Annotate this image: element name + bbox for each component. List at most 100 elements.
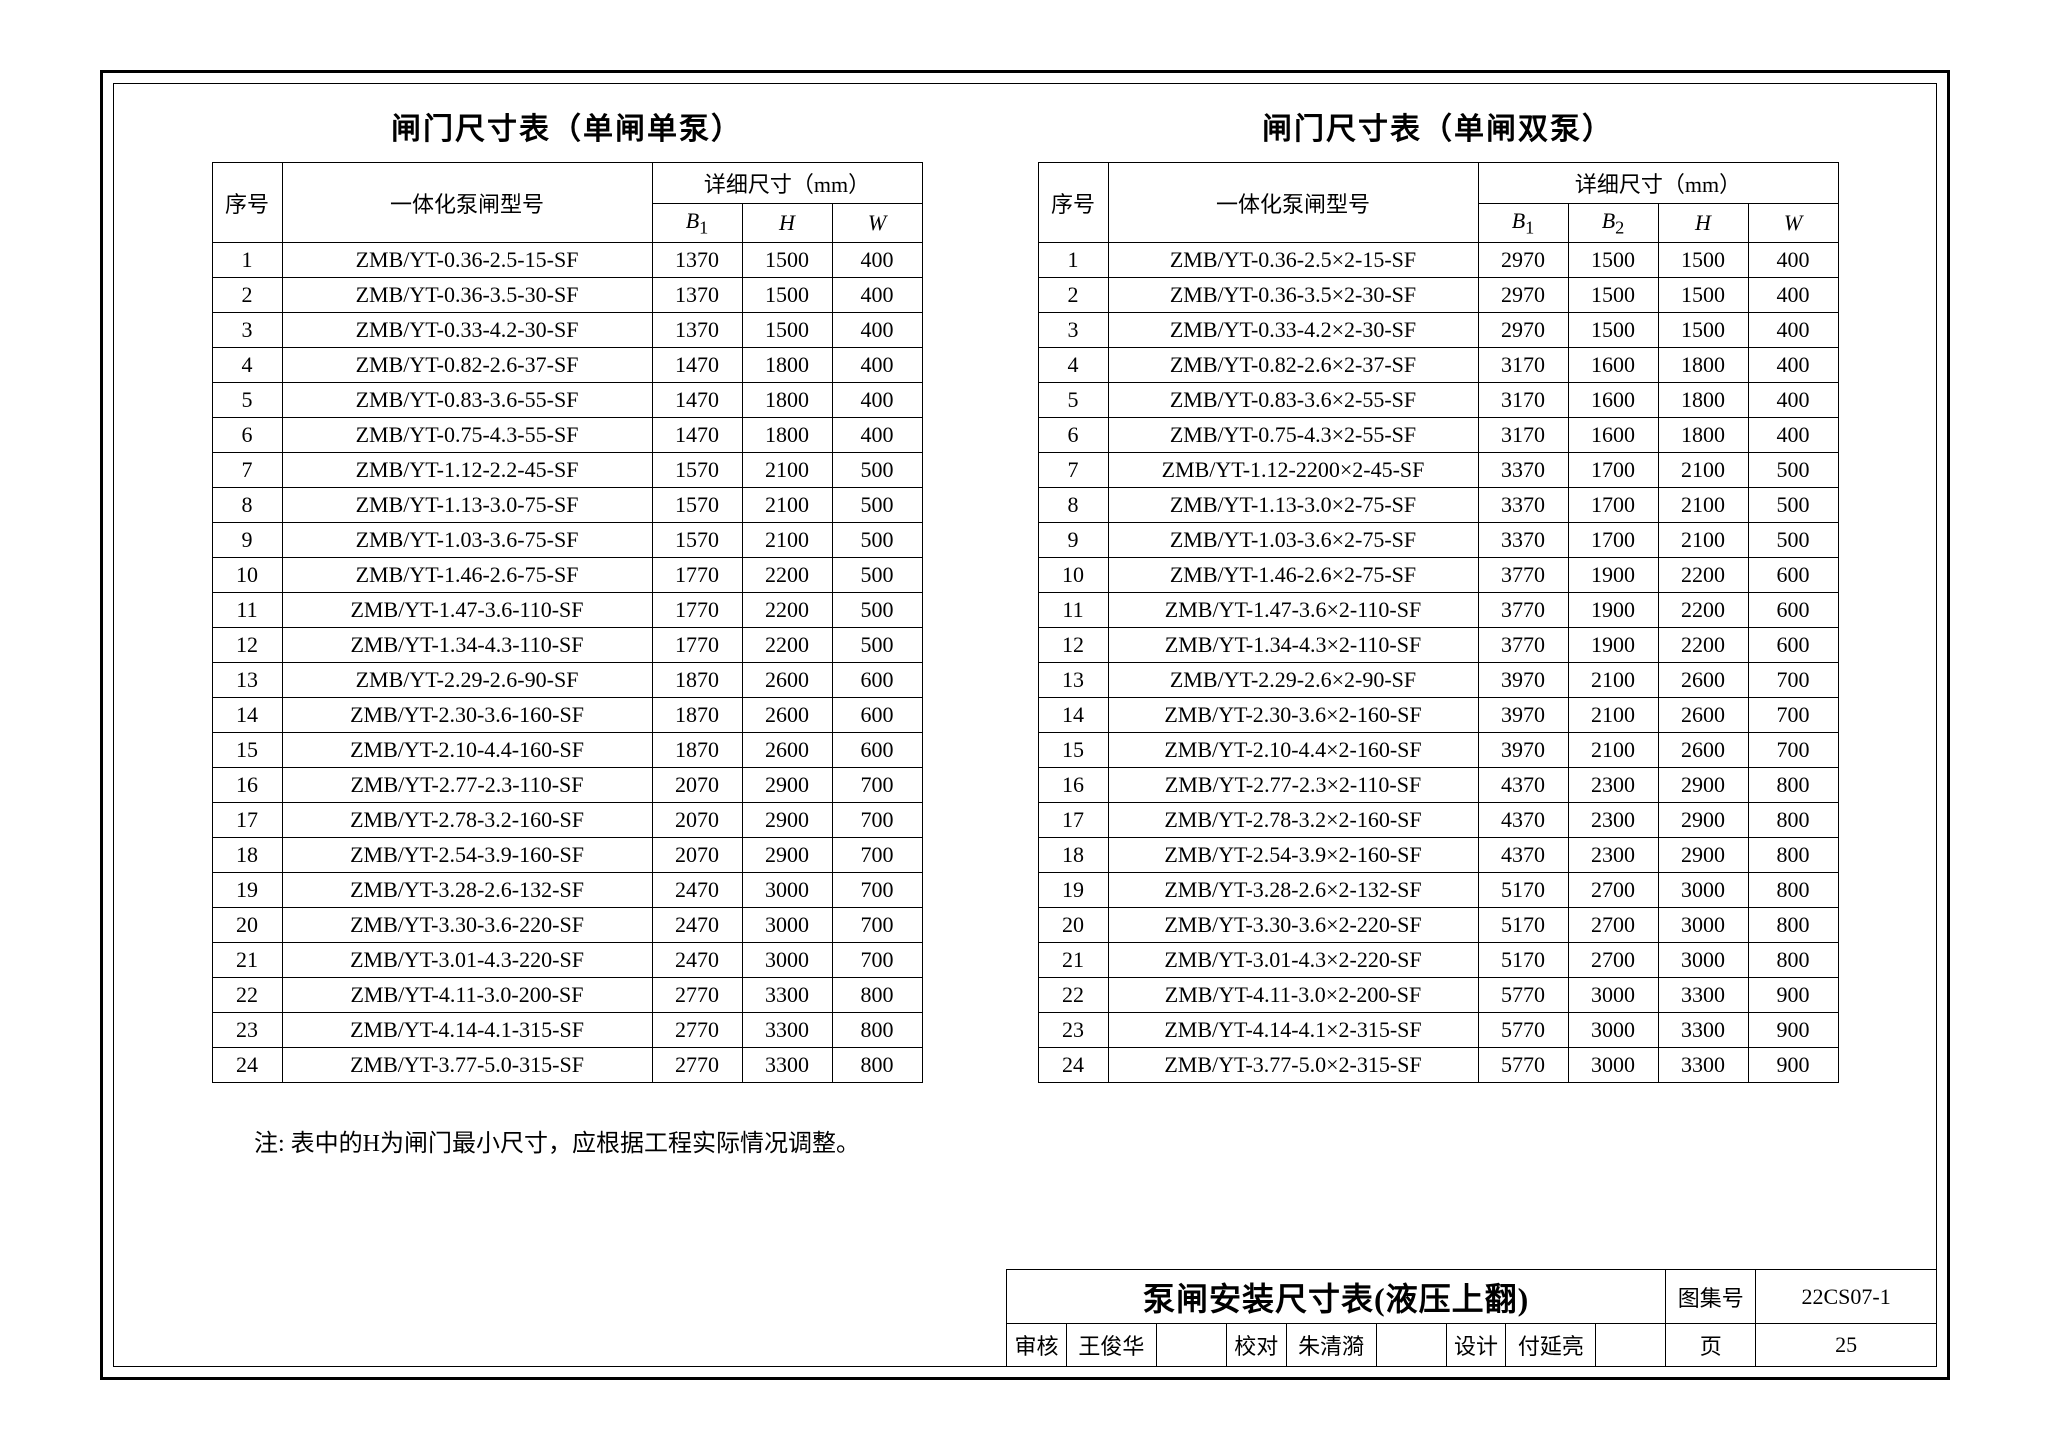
table-cell: ZMB/YT-1.12-2200×2-45-SF <box>1108 453 1478 488</box>
table-cell: 2100 <box>742 488 832 523</box>
table-cell: 9 <box>1038 523 1108 558</box>
th-w: W <box>832 204 922 243</box>
table-cell: 3170 <box>1478 383 1568 418</box>
table-cell: 900 <box>1748 1048 1838 1083</box>
table-cell: ZMB/YT-3.77-5.0-315-SF <box>282 1048 652 1083</box>
table-cell: 500 <box>832 453 922 488</box>
table-cell: 800 <box>1748 943 1838 978</box>
table-row: 11ZMB/YT-1.47-3.6-110-SF17702200500 <box>212 593 922 628</box>
table-cell: 13 <box>1038 663 1108 698</box>
table-cell: 1870 <box>652 663 742 698</box>
table-row: 16ZMB/YT-2.77-2.3×2-110-SF43702300290080… <box>1038 768 1838 803</box>
table-row: 2ZMB/YT-0.36-3.5×2-30-SF297015001500400 <box>1038 278 1838 313</box>
table-cell: 8 <box>212 488 282 523</box>
table-cell: 4370 <box>1478 768 1568 803</box>
table-cell: 14 <box>212 698 282 733</box>
table-cell: 800 <box>832 1048 922 1083</box>
table-row: 13ZMB/YT-2.29-2.6×2-90-SF397021002600700 <box>1038 663 1838 698</box>
table-cell: 19 <box>1038 873 1108 908</box>
table-cell: 500 <box>832 628 922 663</box>
table-cell: 3770 <box>1478 628 1568 663</box>
table-cell: ZMB/YT-0.82-2.6×2-37-SF <box>1108 348 1478 383</box>
table-cell: 2100 <box>1568 698 1658 733</box>
table-cell: 21 <box>212 943 282 978</box>
th-seq: 序号 <box>212 163 282 243</box>
table-row: 22ZMB/YT-4.11-3.0-200-SF27703300800 <box>212 978 922 1013</box>
table-cell: 3300 <box>742 978 832 1013</box>
table-row: 21ZMB/YT-3.01-4.3-220-SF24703000700 <box>212 943 922 978</box>
page-inner-frame: 闸门尺寸表（单闸单泵） 序号 一体化泵闸型号 详细尺寸（mm） B1 H W <box>113 83 1937 1367</box>
page-value: 25 <box>1756 1324 1936 1366</box>
table-cell: 3000 <box>1568 1048 1658 1083</box>
table-cell: 2770 <box>652 1013 742 1048</box>
table-cell: 16 <box>1038 768 1108 803</box>
table-cell: 1800 <box>1658 348 1748 383</box>
table-cell: 2770 <box>652 1048 742 1083</box>
table-cell: ZMB/YT-1.34-4.3×2-110-SF <box>1108 628 1478 663</box>
table-cell: 600 <box>832 663 922 698</box>
table-cell: 2900 <box>742 803 832 838</box>
table-row: 24ZMB/YT-3.77-5.0-315-SF27703300800 <box>212 1048 922 1083</box>
table-cell: ZMB/YT-0.82-2.6-37-SF <box>282 348 652 383</box>
drawing-title: 泵闸安装尺寸表(液压上翻) <box>1007 1270 1666 1323</box>
table-row: 9ZMB/YT-1.03-3.6-75-SF15702100500 <box>212 523 922 558</box>
table-cell: 1470 <box>652 418 742 453</box>
table-cell: 2100 <box>1568 733 1658 768</box>
table-cell: 2900 <box>1658 803 1748 838</box>
table-cell: 18 <box>1038 838 1108 873</box>
table-cell: 2900 <box>1658 838 1748 873</box>
table-cell: ZMB/YT-2.77-2.3×2-110-SF <box>1108 768 1478 803</box>
table-cell: 700 <box>832 803 922 838</box>
page-label: 页 <box>1666 1324 1756 1366</box>
table-cell: 400 <box>832 313 922 348</box>
table-cell: 2470 <box>652 873 742 908</box>
th-model: 一体化泵闸型号 <box>1108 163 1478 243</box>
table-cell: 1500 <box>1658 278 1748 313</box>
table-cell: 3970 <box>1478 698 1568 733</box>
table-row: 12ZMB/YT-1.34-4.3×2-110-SF37701900220060… <box>1038 628 1838 663</box>
table-row: 17ZMB/YT-2.78-3.2×2-160-SF43702300290080… <box>1038 803 1838 838</box>
table-cell: 500 <box>832 488 922 523</box>
table-cell: ZMB/YT-3.30-3.6-220-SF <box>282 908 652 943</box>
table-cell: 2200 <box>742 628 832 663</box>
table-row: 1ZMB/YT-0.36-2.5-15-SF13701500400 <box>212 243 922 278</box>
table-cell: 2300 <box>1568 838 1658 873</box>
table-cell: 1700 <box>1568 453 1658 488</box>
table-row: 23ZMB/YT-4.14-4.1×2-315-SF57703000330090… <box>1038 1013 1838 1048</box>
table-cell: 1800 <box>742 348 832 383</box>
table-cell: 400 <box>1748 313 1838 348</box>
table-cell: 2070 <box>652 768 742 803</box>
table-cell: 600 <box>1748 628 1838 663</box>
th-dims-group: 详细尺寸（mm） <box>652 163 922 204</box>
table-cell: 9 <box>212 523 282 558</box>
table-cell: 1700 <box>1568 523 1658 558</box>
table-cell: 600 <box>1748 558 1838 593</box>
table-a-block: 闸门尺寸表（单闸单泵） 序号 一体化泵闸型号 详细尺寸（mm） B1 H W <box>212 104 923 1083</box>
table-row: 21ZMB/YT-3.01-4.3×2-220-SF51702700300080… <box>1038 943 1838 978</box>
table-cell: 2900 <box>742 768 832 803</box>
table-cell: 2600 <box>1658 698 1748 733</box>
table-cell: 5 <box>1038 383 1108 418</box>
table-row: 2ZMB/YT-0.36-3.5-30-SF13701500400 <box>212 278 922 313</box>
table-cell: 3170 <box>1478 348 1568 383</box>
table-cell: 7 <box>212 453 282 488</box>
check-name: 朱清漪 <box>1287 1324 1377 1366</box>
table-cell: 2070 <box>652 838 742 873</box>
table-cell: 1600 <box>1568 348 1658 383</box>
table-cell: 3970 <box>1478 733 1568 768</box>
table-cell: 900 <box>1748 978 1838 1013</box>
table-cell: 2 <box>1038 278 1108 313</box>
table-cell: 5770 <box>1478 978 1568 1013</box>
table-cell: 400 <box>832 278 922 313</box>
table-row: 14ZMB/YT-2.30-3.6-160-SF18702600600 <box>212 698 922 733</box>
table-cell: ZMB/YT-2.77-2.3-110-SF <box>282 768 652 803</box>
table-cell: 23 <box>212 1013 282 1048</box>
table-cell: 8 <box>1038 488 1108 523</box>
table-cell: 500 <box>1748 488 1838 523</box>
table-cell: ZMB/YT-1.46-2.6-75-SF <box>282 558 652 593</box>
table-cell: 23 <box>1038 1013 1108 1048</box>
table-cell: 400 <box>832 418 922 453</box>
table-cell: 18 <box>212 838 282 873</box>
table-cell: ZMB/YT-0.36-3.5-30-SF <box>282 278 652 313</box>
table-row: 19ZMB/YT-3.28-2.6-132-SF24703000700 <box>212 873 922 908</box>
